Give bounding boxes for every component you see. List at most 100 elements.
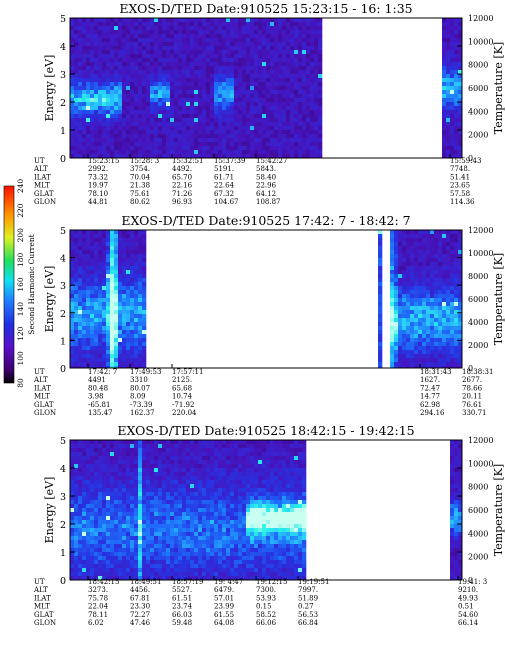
heatmap [70, 230, 463, 369]
table-cell: 80.48 [88, 384, 108, 392]
table-cell: 15:59:43 [450, 157, 481, 165]
table-cell: -73.39 [130, 401, 152, 409]
colorbar-tick-label: 200 [16, 228, 25, 243]
table-cell: 58.40 [256, 173, 276, 181]
panel-1: EXOS-D/TED Date:910525 15:23:15 - 16: 1:… [33, 1, 505, 206]
table-cell: 0.15 [256, 603, 272, 611]
table-cell: 59.48 [172, 619, 192, 627]
table-cell: 5191. [214, 165, 234, 173]
table-cell: 76.61 [462, 401, 482, 409]
table-cell: 3754. [130, 165, 150, 173]
y-tick-label: 3 [60, 70, 66, 81]
y-tick-label: 4 [60, 42, 66, 53]
table-cell: 73.32 [88, 173, 108, 181]
table-cell: 19.97 [88, 182, 108, 190]
colorbar-tick-label: 160 [16, 277, 25, 292]
table-row-label: ILAT [34, 173, 51, 181]
y2-tick-label: 0 [468, 154, 473, 163]
table-row-label: ILAT [34, 384, 51, 392]
table-cell: 7748. [450, 165, 470, 173]
y-axis-label: Energy [eV] [43, 55, 56, 122]
table-row-label: ALT [33, 165, 48, 173]
table-cell: 78.11 [88, 611, 108, 619]
table-cell: 3273. [88, 586, 108, 594]
y2-tick-label: 4000 [468, 107, 488, 116]
table-cell: -71.92 [172, 401, 194, 409]
y-tick-label: 5 [60, 226, 66, 237]
table-cell: 72.27 [130, 611, 150, 619]
table-row-label: GLAT [34, 401, 54, 409]
table-cell: 22.64 [214, 182, 235, 190]
y2-tick-label: 6000 [468, 84, 488, 93]
table-cell: 54.60 [458, 611, 478, 619]
table-row-label: UT [34, 157, 45, 165]
table-cell: 61.71 [214, 173, 234, 181]
table-cell: 15:28: 3 [130, 157, 159, 165]
table-cell: 44.81 [88, 198, 108, 206]
table-cell: 57.01 [214, 594, 234, 602]
y2-axis-label: Temperature [K] [492, 464, 505, 556]
y-tick-label: 5 [60, 436, 66, 447]
table-cell: 114.36 [450, 198, 475, 206]
heatmap [70, 18, 463, 159]
table-cell: 67.32 [214, 190, 234, 198]
table-cell: 330.71 [462, 409, 487, 417]
table-cell: 2992. [88, 165, 108, 173]
colorbar-tick-label: 240 [16, 179, 25, 194]
colorbar-tick-label: 100 [16, 351, 25, 366]
plot-frame [69, 17, 463, 159]
y-tick-label: 3 [60, 281, 66, 292]
table-cell: 19:12:15 [256, 578, 287, 586]
table-cell: 4491 [88, 376, 106, 384]
y2-tick-label: 12000 [468, 226, 493, 235]
table-cell: 66.03 [172, 611, 192, 619]
y2-tick-label: 4000 [468, 529, 488, 538]
y-tick-label: 3 [60, 492, 66, 503]
plot-frame [69, 229, 463, 369]
table-cell: 15:23:15 [88, 157, 119, 165]
table-cell: 22.04 [88, 603, 109, 611]
table-cell: 19:41: 3 [458, 578, 487, 586]
table-cell: 10.74 [172, 393, 193, 401]
y2-tick-label: 12000 [468, 14, 493, 23]
y2-tick-label: 2000 [468, 341, 488, 350]
table-cell: -65.81 [88, 401, 110, 409]
table-cell: 294.16 [420, 409, 445, 417]
table-cell: 15:32:51 [172, 157, 203, 165]
table-row-label: ILAT [34, 594, 51, 602]
colorbar-tick-label: 140 [16, 302, 25, 317]
y2-axis-label: Temperature [K] [492, 253, 505, 345]
y-tick-label: 1 [60, 126, 66, 137]
y-tick-label: 2 [60, 309, 66, 320]
table-cell: 47.46 [130, 619, 151, 627]
colorbar-tick-label: 180 [16, 252, 25, 267]
table-cell: 23.74 [172, 603, 193, 611]
table-cell: 18:57:19 [172, 578, 203, 586]
table-cell: 70.04 [130, 173, 151, 181]
table-cell: 104.67 [214, 198, 239, 206]
table-cell: 58.52 [256, 611, 276, 619]
table-cell: 80.62 [130, 198, 150, 206]
table-cell: 66.84 [298, 619, 319, 627]
table-cell: 96.93 [172, 198, 192, 206]
table-row-label: GLON [34, 619, 56, 627]
y-tick-label: 1 [60, 548, 66, 559]
y-tick-label: 2 [60, 98, 66, 109]
table-cell: 23.30 [130, 603, 150, 611]
table-cell: 18:38:31 [462, 368, 493, 376]
table-cell: 0.51 [458, 603, 474, 611]
colorbar-tick-label: 80 [16, 378, 25, 388]
table-cell: 22.96 [256, 182, 277, 190]
y2-tick-label: 6000 [468, 506, 488, 515]
table-cell: 62.98 [420, 401, 440, 409]
colorbar-label: Second Harmonic Current [27, 234, 36, 334]
y-tick-label: 2 [60, 520, 66, 531]
table-cell: 8.09 [130, 393, 146, 401]
table-row-label: MLT [34, 182, 50, 190]
colorbar-tick-label: 120 [16, 326, 25, 341]
table-row-label: ALT [33, 586, 48, 594]
table-cell: 7300. [256, 586, 276, 594]
table-cell: 57.58 [450, 190, 470, 198]
table-cell: 7997. [298, 586, 318, 594]
table-cell: 78.66 [462, 384, 483, 392]
